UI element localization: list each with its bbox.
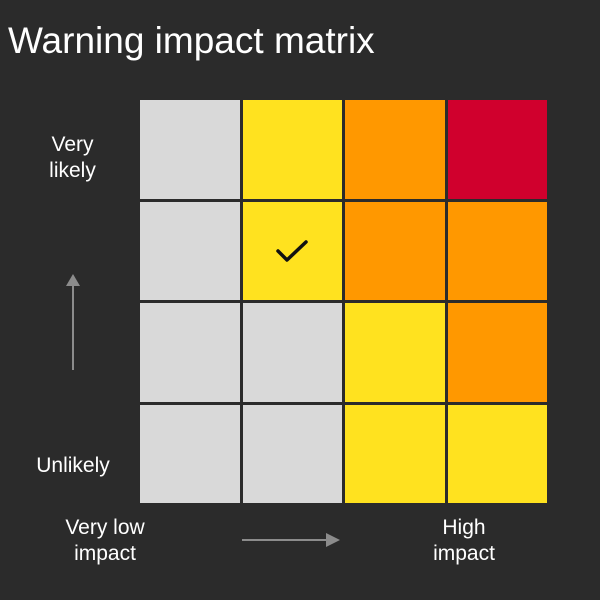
- x-axis-right-label-text: High impact: [433, 516, 495, 565]
- impact-matrix: [140, 100, 547, 503]
- matrix-cell-r3-c2-grey: [242, 303, 342, 402]
- matrix-cell-r2-c4-amber: [447, 201, 547, 300]
- x-axis-left-label-text: Very low impact: [65, 516, 145, 565]
- up-arrow-icon: [66, 274, 80, 370]
- matrix-cell-r2-c1-grey: [140, 201, 240, 300]
- x-axis-right-label: High impact: [418, 515, 510, 567]
- matrix-cell-r4-c4-yellow: [447, 404, 547, 503]
- matrix-cell-r2-c3-amber: [345, 201, 445, 300]
- page-title: Warning impact matrix: [8, 20, 375, 61]
- matrix-cell-r1-c2-yellow: [242, 100, 342, 199]
- y-axis-top-label-text: Very likely: [49, 133, 96, 182]
- matrix-cell-r3-c1-grey: [140, 303, 240, 402]
- matrix-cell-r1-c4-red: [447, 100, 547, 199]
- y-axis-bottom-label-text: Unlikely: [36, 454, 110, 477]
- matrix-cell-r1-c3-amber: [345, 100, 445, 199]
- matrix-cell-r4-c3-yellow: [345, 404, 445, 503]
- matrix-cell-r1-c1-grey: [140, 100, 240, 199]
- matrix-cell-r4-c1-grey: [140, 404, 240, 503]
- matrix-cell-r4-c2-grey: [242, 404, 342, 503]
- y-axis-bottom-label: Unlikely: [18, 453, 128, 479]
- x-axis-left-label: Very low impact: [50, 515, 160, 567]
- matrix-cell-r3-c3-yellow: [345, 303, 445, 402]
- right-arrow-icon: [242, 533, 340, 547]
- matrix-cell-r3-c4-amber: [447, 303, 547, 402]
- y-axis-top-label: Very likely: [20, 132, 125, 184]
- matrix-cell-r2-c2-yellow: [242, 201, 342, 300]
- checkmark-icon: [276, 240, 308, 262]
